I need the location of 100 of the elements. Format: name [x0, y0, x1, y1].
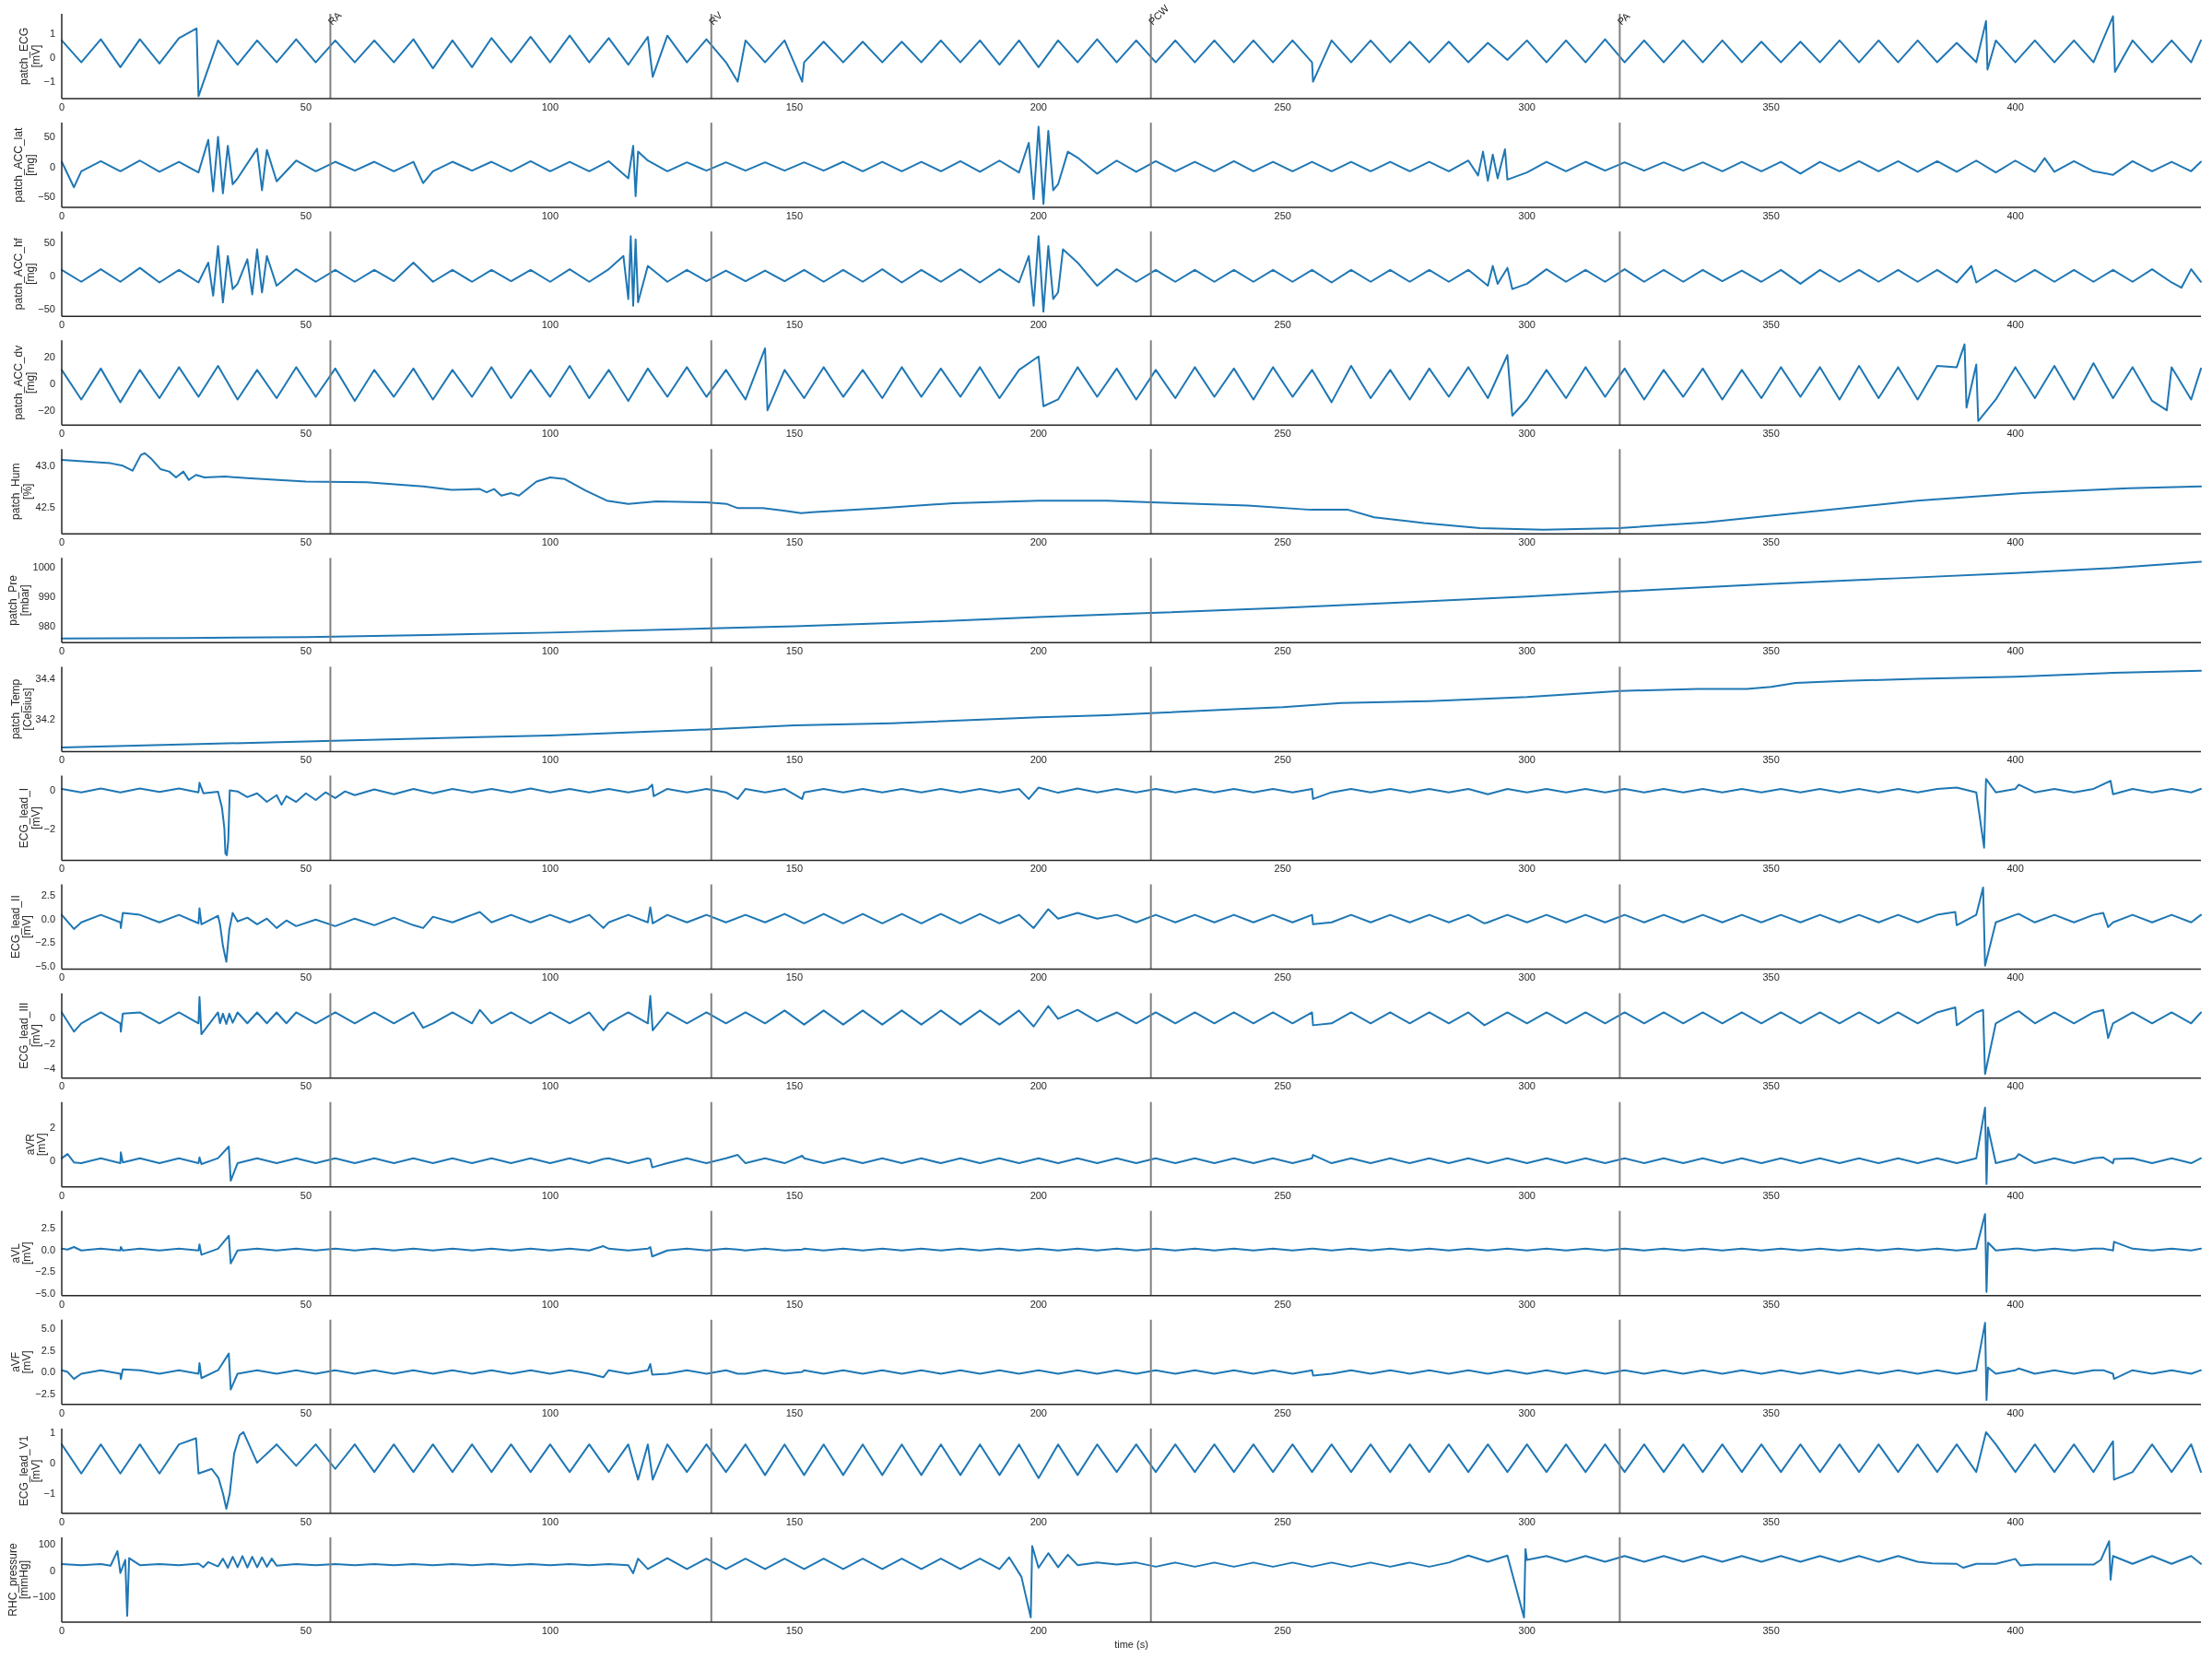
x-tick-label: 350	[1762, 1406, 1780, 1418]
x-tick-label: 400	[2006, 754, 2024, 766]
x-tick-label: 350	[1762, 318, 1780, 330]
x-tick-label: 200	[1030, 754, 1047, 766]
y-axis-title: patch_ECG [mV]	[18, 27, 42, 86]
x-tick-label: 150	[785, 1298, 804, 1310]
x-tick-label: 150	[785, 318, 804, 330]
x-tick-label: 350	[1762, 1080, 1780, 1092]
y-axis-title: patch_Hum [%]	[9, 463, 34, 520]
x-tick-label: 250	[1274, 1189, 1291, 1201]
y-tick-label: 0.0	[41, 912, 55, 924]
ref-line-label: RV	[706, 8, 725, 28]
y-tick-label: 34.2	[35, 713, 55, 725]
y-axis-title: ECG_lead_II [mV]	[8, 895, 34, 959]
x-tick-label: 300	[1518, 1406, 1535, 1418]
x-tick-label: 150	[785, 1515, 804, 1527]
y-tick-label: 100	[38, 1538, 55, 1550]
x-tick-label: 150	[785, 428, 804, 440]
x-tick-label: 400	[2006, 1624, 2024, 1636]
y-tick-label: −50	[38, 190, 55, 202]
x-tick-label: 250	[1274, 1298, 1291, 1310]
x-tick-label: 0	[58, 1298, 65, 1310]
x-tick-label: 150	[785, 863, 804, 875]
y-tick-label: −20	[38, 405, 55, 416]
x-tick-label: 50	[300, 1189, 312, 1201]
x-tick-label: 350	[1762, 209, 1780, 221]
x-tick-label: 350	[1762, 645, 1780, 657]
x-tick-label: 150	[785, 1189, 804, 1201]
x-tick-label: 0	[58, 100, 65, 112]
x-tick-label: 350	[1762, 1624, 1780, 1636]
x-tick-label: 50	[300, 971, 312, 983]
x-tick-label: 350	[1762, 1189, 1780, 1201]
y-tick-label: 43.0	[35, 460, 55, 472]
x-tick-label: 100	[541, 209, 559, 221]
x-tick-label: 400	[2006, 209, 2024, 221]
x-tick-label: 200	[1030, 1624, 1047, 1636]
x-tick-label: 250	[1274, 428, 1291, 440]
x-tick-label: 350	[1762, 100, 1780, 112]
y-tick-label: 2.5	[41, 1222, 55, 1234]
y-tick-label: 20	[43, 350, 55, 362]
y-tick-label: −2	[43, 822, 55, 834]
x-tick-label: 50	[300, 209, 312, 221]
x-tick-label: 50	[300, 428, 312, 440]
y-axis-title: patch_Temp [Celsius]	[9, 678, 34, 740]
x-tick-label: 400	[2006, 1080, 2024, 1092]
x-tick-label: 200	[1030, 428, 1047, 440]
x-tick-label: 300	[1518, 536, 1535, 548]
x-tick-label: 100	[541, 1298, 559, 1310]
x-tick-label: 300	[1518, 209, 1535, 221]
x-tick-label: 250	[1274, 209, 1291, 221]
y-tick-label: 1	[49, 1426, 55, 1438]
x-tick-label: 100	[541, 971, 559, 983]
x-tick-label: 0	[58, 1080, 65, 1092]
y-tick-label: −5.0	[35, 959, 55, 971]
y-tick-label: 34.4	[35, 673, 55, 685]
x-tick-label: 0	[58, 971, 65, 983]
x-tick-label: 350	[1762, 754, 1780, 766]
y-axis-title: patch_Pre [mbar]	[6, 574, 31, 626]
y-tick-label: 0	[49, 1456, 55, 1468]
x-tick-label: 300	[1518, 863, 1535, 875]
x-tick-label: 200	[1030, 863, 1047, 875]
y-tick-label: 0	[49, 52, 55, 64]
x-tick-label: 350	[1762, 1298, 1780, 1310]
x-tick-label: 250	[1274, 971, 1291, 983]
x-tick-label: 400	[2006, 428, 2024, 440]
x-tick-label: 200	[1030, 1515, 1047, 1527]
x-tick-label: 300	[1518, 971, 1535, 983]
x-tick-label: 300	[1518, 1189, 1535, 1201]
x-tick-label: 200	[1030, 1080, 1047, 1092]
y-axis-title: patch_ACC_hf [mg]	[12, 237, 37, 311]
x-tick-label: 200	[1030, 1189, 1047, 1201]
x-tick-label: 100	[541, 536, 559, 548]
x-tick-label: 200	[1030, 100, 1047, 112]
x-tick-label: 50	[300, 754, 312, 766]
x-tick-label: 200	[1030, 1298, 1047, 1310]
x-tick-label: 150	[785, 1624, 804, 1636]
y-tick-label: −2.5	[35, 1388, 55, 1400]
y-tick-label: −1	[43, 1488, 55, 1500]
y-tick-label: 0	[49, 377, 55, 389]
x-tick-label: 0	[58, 209, 65, 221]
y-tick-label: 2.5	[41, 889, 55, 901]
x-tick-label: 0	[58, 1189, 65, 1201]
x-tick-label: 300	[1518, 100, 1535, 112]
y-tick-label: −5.0	[35, 1287, 55, 1299]
x-tick-label: 200	[1030, 536, 1047, 548]
x-tick-label: 100	[541, 428, 559, 440]
x-tick-label: 300	[1518, 1624, 1535, 1636]
x-tick-label: 0	[58, 536, 65, 548]
x-tick-label: 50	[300, 536, 312, 548]
y-axis-title: ECG_lead_I [mV]	[18, 787, 42, 849]
x-tick-label: 100	[541, 1515, 559, 1527]
x-tick-label: 400	[2006, 971, 2024, 983]
y-tick-label: −2.5	[35, 1265, 55, 1277]
x-tick-label: 150	[785, 1080, 804, 1092]
x-tick-label: 400	[2006, 1515, 2024, 1527]
x-tick-label: 300	[1518, 754, 1535, 766]
x-tick-label: 300	[1518, 428, 1535, 440]
x-tick-label: 300	[1518, 1298, 1535, 1310]
x-tick-label: 100	[541, 1624, 559, 1636]
x-tick-label: 250	[1274, 536, 1291, 548]
